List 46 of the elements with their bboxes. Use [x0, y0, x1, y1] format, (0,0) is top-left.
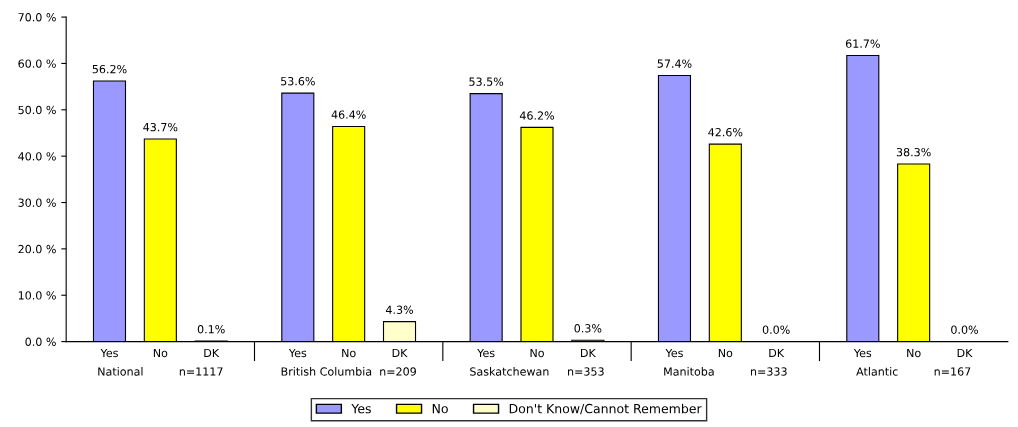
data-label: 0.0%	[951, 325, 979, 334]
text: Yes	[288, 348, 307, 358]
text: Yes	[477, 348, 495, 358]
data-label: 0.0%	[762, 325, 790, 334]
data-label: 4.3%	[385, 305, 414, 314]
text: DK	[392, 348, 408, 357]
y-tick-label: 50.0 %	[18, 105, 56, 115]
legend-label: Yes	[351, 404, 371, 414]
text: No	[342, 348, 356, 358]
text: DK	[204, 348, 220, 357]
text: No	[907, 348, 921, 358]
x-tick-label: National n=1117	[98, 367, 223, 376]
y-tick-label: 0.0 %	[25, 337, 56, 346]
data-label: 53.6%	[281, 77, 315, 86]
data-label: 0.1%	[197, 325, 225, 334]
text: DK	[957, 348, 973, 357]
x-tick-label: Atlantic n=167	[856, 367, 971, 376]
data-label: 46.4%	[331, 110, 366, 119]
text: Yes	[853, 348, 872, 358]
data-label: 43.7%	[143, 122, 178, 132]
y-tick-label: 10.0 %	[18, 291, 56, 300]
legend-label: Don't Know/Cannot Remember	[509, 403, 702, 415]
data-label: 38.3%	[896, 147, 931, 157]
text: DK	[581, 348, 596, 357]
text: Yes	[665, 348, 683, 358]
text: DK	[769, 348, 785, 357]
data-label: 46.2%	[519, 111, 555, 120]
data-label: 0.3%	[574, 324, 602, 333]
y-tick-label: 60.0 %	[18, 59, 56, 68]
text: Yes	[100, 348, 118, 358]
text: No	[153, 348, 168, 358]
legend-label: No	[432, 404, 448, 414]
x-tick-label: British Columbia n=209	[281, 367, 416, 376]
y-tick-label: 70.0 %	[18, 13, 56, 22]
text: No	[530, 348, 544, 358]
y-tick-label: 20.0 %	[18, 244, 56, 254]
data-label: 61.7%	[845, 39, 880, 48]
data-label: 57.4%	[657, 59, 692, 68]
y-tick-label: 30.0 %	[18, 198, 56, 207]
data-label: 56.2%	[92, 64, 127, 74]
data-label: 42.6%	[708, 127, 743, 137]
y-tick-label: 40.0 %	[18, 152, 56, 161]
x-tick-label: Saskatchewan n=353	[470, 367, 604, 376]
data-label: 53.5%	[469, 77, 504, 86]
x-tick-label: Manitoba n=333	[664, 367, 787, 376]
text: No	[718, 348, 733, 358]
